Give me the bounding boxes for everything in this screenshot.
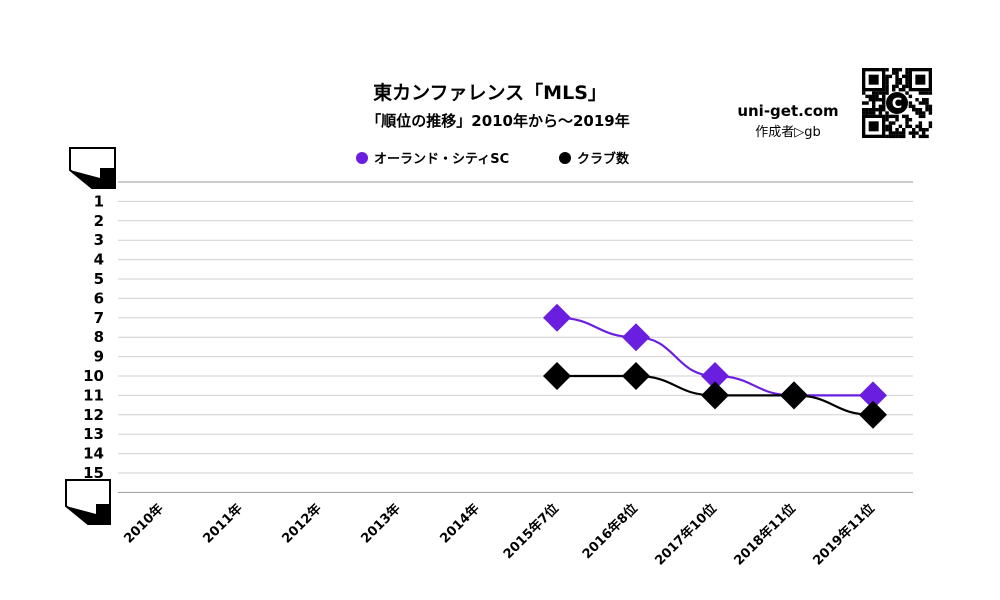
x-tick-label: 2013年 bbox=[358, 501, 404, 547]
series-point-1 bbox=[701, 381, 729, 410]
y-tick-label: 9 bbox=[94, 348, 104, 366]
y-tick-label: 12 bbox=[83, 406, 104, 424]
top-corner-tab-icon bbox=[69, 147, 116, 189]
x-axis-ticks: 2010年 2011年 2012年 2013年 2014年 2015年7位 2016年8位 2… bbox=[121, 501, 878, 569]
legend-label-orlando: オーランド・シティSC bbox=[374, 152, 509, 167]
y-tick-label: 11 bbox=[83, 386, 104, 404]
y-tick-label: 14 bbox=[83, 445, 104, 463]
legend-marker-clubs bbox=[559, 152, 571, 164]
x-tick-label: 2018年11位 bbox=[731, 501, 799, 569]
x-tick-label: 2016年8位 bbox=[579, 501, 641, 563]
y-tick-label: 2 bbox=[94, 212, 104, 230]
y-tick-label: 7 bbox=[94, 309, 104, 327]
series-point-0 bbox=[701, 362, 729, 390]
qr-badge-glyph: C bbox=[892, 96, 902, 112]
x-tick-label: 2010年 bbox=[121, 501, 167, 547]
legend-item-clubs: クラブ数 bbox=[559, 151, 630, 167]
chart-subtitle: 「順位の推移」2010年から～2019年 bbox=[366, 112, 630, 130]
x-tick-label: 2015年7位 bbox=[500, 501, 562, 563]
site-domain: uni-get.com bbox=[737, 102, 838, 120]
y-tick-label: 6 bbox=[94, 289, 104, 307]
x-tick-label: 2011年 bbox=[200, 501, 246, 547]
series-point-0 bbox=[543, 303, 571, 332]
series-point-0 bbox=[859, 381, 887, 410]
x-tick-label: 2019年11位 bbox=[810, 501, 878, 569]
x-tick-label: 2017年10位 bbox=[652, 501, 720, 569]
legend-item-orlando: オーランド・シティSC bbox=[356, 152, 509, 167]
chart-title: 東カンファレンス「MLS」 bbox=[373, 81, 607, 104]
y-tick-label: 1 bbox=[94, 192, 104, 210]
x-tick-label: 2014年 bbox=[437, 501, 483, 547]
series-point-1 bbox=[859, 400, 887, 429]
series-point-1 bbox=[543, 362, 571, 390]
y-tick-label: 4 bbox=[94, 251, 104, 269]
series-point-1 bbox=[622, 362, 650, 390]
legend-marker-orlando bbox=[356, 152, 368, 164]
series-point-1 bbox=[780, 381, 808, 410]
grid bbox=[118, 181, 913, 493]
y-tick-label: 13 bbox=[83, 425, 104, 443]
y-tick-label: 15 bbox=[83, 464, 104, 482]
series-points bbox=[543, 303, 887, 429]
legend: オーランド・シティSC クラブ数 bbox=[356, 151, 630, 167]
series-point-0 bbox=[622, 323, 650, 352]
y-tick-label: 10 bbox=[83, 367, 104, 385]
bottom-corner-tab-icon bbox=[65, 479, 111, 525]
legend-label-clubs: クラブ数 bbox=[577, 151, 630, 167]
x-tick-label: 2012年 bbox=[279, 501, 325, 547]
qr-code-icon: C bbox=[862, 68, 933, 139]
author-label: 作成者▷gb bbox=[755, 125, 821, 140]
y-tick-label: 5 bbox=[94, 270, 104, 288]
y-tick-label: 3 bbox=[94, 231, 104, 249]
y-tick-label: 8 bbox=[94, 328, 104, 346]
